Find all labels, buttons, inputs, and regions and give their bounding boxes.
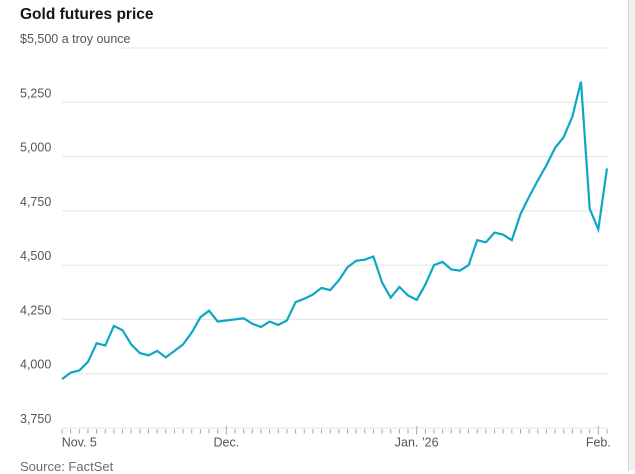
y-axis-label: 4,000 (20, 358, 51, 372)
y-axis-label: 5,000 (20, 141, 51, 155)
y-axis-label: $5,500 a troy ounce (20, 32, 131, 46)
source-note: Source: FactSet (20, 459, 114, 474)
x-axis-label: Nov. 5 (62, 436, 97, 450)
price-line-series (61, 81, 609, 380)
y-axis-label: 4,250 (20, 303, 51, 317)
y-axis-label: 5,250 (20, 86, 51, 100)
x-axis-label: Feb. (586, 436, 611, 450)
scrollbar-track[interactable] (628, 0, 635, 471)
x-axis-label: Dec. (214, 436, 240, 450)
chart-title: Gold futures price (20, 6, 154, 23)
y-axis-label: 3,750 (20, 412, 51, 426)
y-axis-label: 4,500 (20, 249, 51, 263)
y-axis-label: 4,750 (20, 195, 51, 209)
x-axis-label: Jan. ’26 (395, 436, 439, 450)
